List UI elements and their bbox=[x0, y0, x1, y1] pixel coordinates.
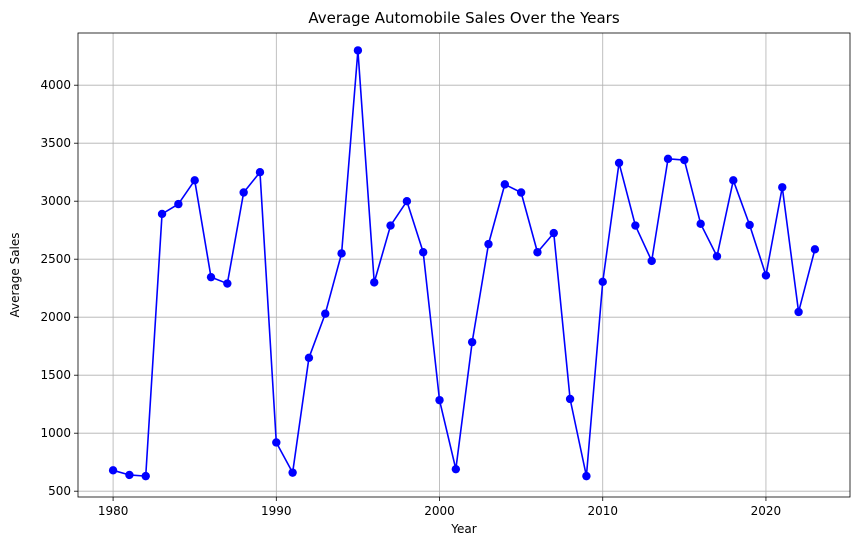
y-tick-label: 3500 bbox=[40, 136, 71, 150]
data-point bbox=[125, 470, 134, 480]
data-point bbox=[157, 209, 167, 219]
data-point bbox=[321, 309, 330, 318]
data-point bbox=[272, 438, 281, 447]
data-point bbox=[778, 183, 787, 192]
data-point bbox=[108, 466, 118, 475]
data-point bbox=[614, 158, 624, 168]
plot-area-frame bbox=[77, 32, 851, 498]
y-axis-label: Average Sales bbox=[8, 232, 22, 317]
data-point bbox=[451, 464, 461, 474]
x-tick-label: 2020 bbox=[751, 504, 782, 518]
data-point bbox=[729, 176, 738, 185]
data-point bbox=[255, 168, 265, 177]
y-tick-label: 4000 bbox=[40, 78, 71, 92]
data-point bbox=[239, 188, 248, 197]
x-tick-label: 1980 bbox=[98, 504, 129, 518]
data-point bbox=[223, 279, 232, 288]
data-point bbox=[516, 188, 526, 197]
chart-title: Average Automobile Sales Over the Years bbox=[308, 9, 620, 27]
data-point bbox=[810, 245, 820, 254]
data-point bbox=[386, 221, 395, 230]
data-point bbox=[794, 307, 803, 317]
data-point bbox=[435, 395, 444, 405]
data-point bbox=[304, 353, 314, 362]
data-point bbox=[484, 239, 493, 249]
data-point bbox=[353, 46, 363, 55]
y-tick-label: 2500 bbox=[40, 252, 71, 266]
data-point bbox=[598, 277, 607, 287]
data-point bbox=[288, 468, 297, 477]
series-layer bbox=[108, 46, 820, 481]
data-point bbox=[696, 219, 705, 229]
series-line bbox=[112, 49, 816, 477]
grid bbox=[78, 33, 850, 497]
data-point bbox=[631, 221, 640, 230]
y-tick-label: 1000 bbox=[40, 426, 71, 440]
x-tick-label: 1990 bbox=[261, 504, 292, 518]
data-point bbox=[174, 199, 183, 209]
data-point bbox=[141, 471, 150, 481]
y-tick-label: 3000 bbox=[40, 194, 71, 208]
data-point bbox=[467, 337, 477, 347]
data-point bbox=[647, 256, 656, 266]
y-tick-label: 2000 bbox=[40, 310, 71, 324]
data-point bbox=[500, 180, 510, 189]
tick-layer: 1980 1990 2000 2010 2020 500 1000 1500 2000 2500 3… bbox=[40, 78, 781, 518]
x-axis-label: Year bbox=[450, 522, 476, 536]
x-tick-label: 2000 bbox=[424, 504, 455, 518]
data-point bbox=[402, 197, 412, 206]
data-point bbox=[680, 155, 689, 165]
data-point bbox=[370, 278, 379, 287]
data-point bbox=[761, 271, 771, 280]
data-point bbox=[663, 154, 673, 164]
data-point bbox=[712, 252, 722, 261]
data-point bbox=[190, 176, 199, 185]
data-point bbox=[549, 228, 558, 238]
y-tick-label: 1500 bbox=[40, 368, 71, 382]
x-tick-label: 2010 bbox=[587, 504, 618, 518]
data-point bbox=[582, 471, 591, 481]
data-point bbox=[337, 249, 346, 258]
data-point bbox=[565, 394, 575, 404]
data-point bbox=[533, 248, 542, 257]
data-point bbox=[745, 220, 754, 230]
data-point bbox=[206, 272, 216, 282]
y-tick-label: 500 bbox=[48, 484, 71, 498]
data-point bbox=[418, 248, 428, 257]
